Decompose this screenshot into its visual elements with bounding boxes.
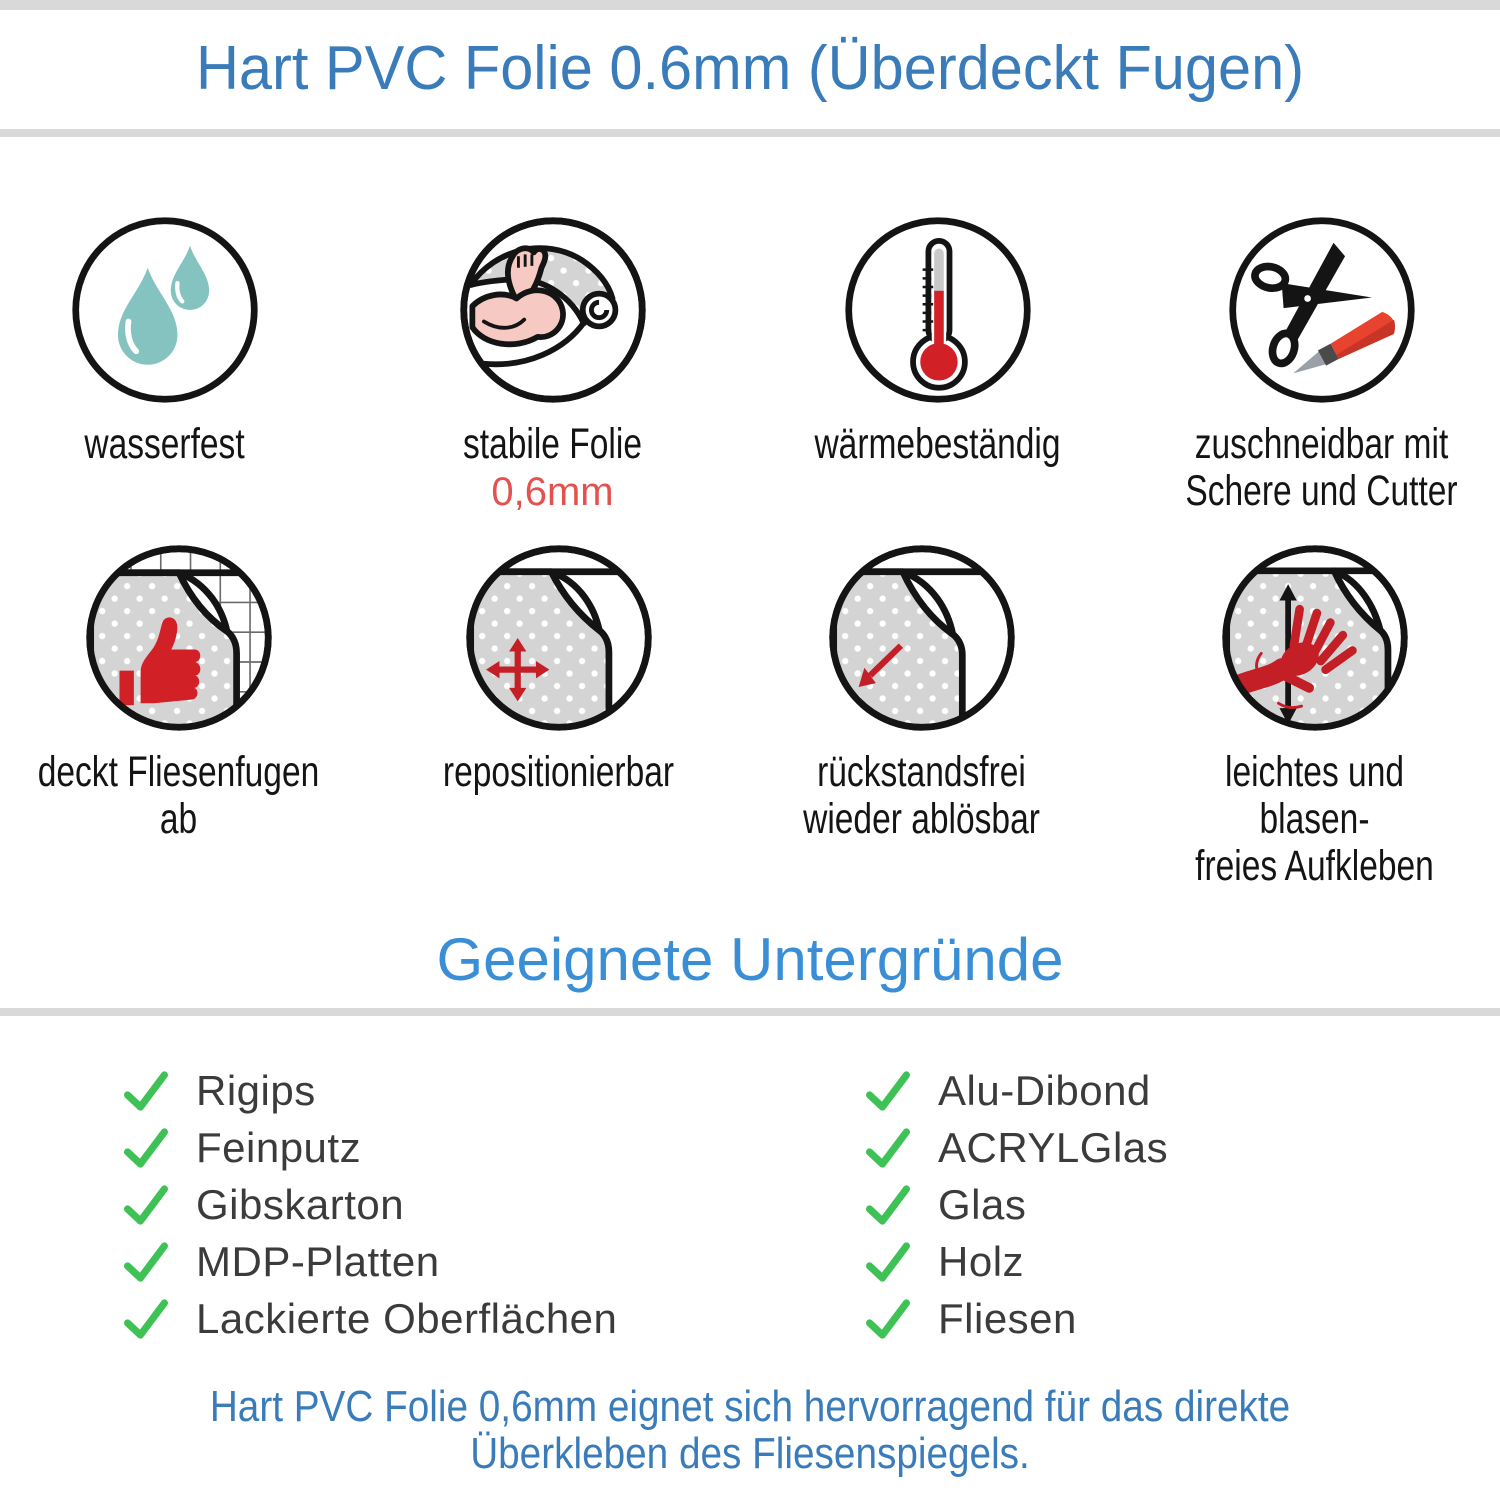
list-item: Alu-Dibond: [864, 1062, 1168, 1119]
feature-label: repositionierbar: [442, 748, 675, 796]
check-icon: [866, 1184, 910, 1225]
check-icon: [866, 1070, 910, 1111]
foil-move-arrows-icon: [465, 545, 652, 731]
list-item: MDP-Platten: [122, 1233, 617, 1290]
check-icon: [866, 1127, 910, 1168]
check-icon: [124, 1298, 168, 1339]
title-divider-bar: [0, 129, 1500, 137]
feature-stabile-folie: stabile Folie 0,6mm: [365, 214, 740, 513]
feature-label: wärmebeständig: [814, 420, 1061, 468]
substrate-label: Lackierte Oberflächen: [196, 1294, 618, 1342]
check-icon: [866, 1241, 910, 1282]
feature-zuschneidbar: zuschneidbar mit Schere und Cutter: [1134, 214, 1500, 515]
list-item: Feinputz: [122, 1119, 617, 1176]
feature-label: leichtes und blasen- freies Aufkleben: [1195, 748, 1434, 890]
scissors-and-cutter-icon: [1228, 217, 1415, 403]
feature-rueckstandsfrei: rückstandsfrei wieder ablösbar: [734, 542, 1109, 843]
feature-waermebestaendig: wärmebeständig: [750, 214, 1125, 468]
check-icon: [124, 1127, 168, 1168]
check-icon: [124, 1070, 168, 1111]
substrate-label: Feinputz: [196, 1123, 362, 1171]
substrate-label: Fliesen: [938, 1294, 1077, 1342]
feature-deckt-fliesenfugen: deckt Fliesenfugen ab: [0, 542, 366, 843]
list-item: ACRYLGlas: [864, 1119, 1168, 1176]
substrate-label: Gibskarton: [196, 1180, 405, 1228]
top-divider-bar: [0, 0, 1500, 10]
substrate-label: Holz: [938, 1237, 1025, 1285]
list-item: Holz: [864, 1233, 1168, 1290]
list-item: Rigips: [122, 1062, 617, 1119]
hand-smoothing-foil-icon: [1221, 545, 1408, 731]
thermometer-icon: [844, 217, 1031, 403]
section-divider-bar: [0, 1008, 1500, 1016]
page-title: Hart PVC Folie 0.6mm (Überdeckt Fugen): [195, 34, 1305, 103]
substrate-label: MDP-Platten: [196, 1237, 440, 1285]
water-drops-icon: [71, 217, 258, 403]
feature-label: deckt Fliesenfugen ab: [37, 748, 320, 843]
foil-peel-arrow-icon: [828, 545, 1015, 731]
substrate-label: Glas: [938, 1180, 1027, 1228]
list-item: Gibskarton: [122, 1176, 617, 1233]
section-title: Geeignete Untergründe: [436, 926, 1064, 993]
substrate-list-right: Alu-Dibond ACRYLGlas Glas Holz Fliesen: [864, 1062, 1168, 1347]
substrate-label: Alu-Dibond: [938, 1066, 1151, 1114]
footer-note: Hart PVC Folie 0,6mm eignet sich hervorr…: [209, 1382, 1291, 1478]
list-item: Lackierte Oberflächen: [122, 1290, 617, 1347]
feature-repositionierbar: repositionierbar: [371, 542, 746, 796]
check-icon: [124, 1184, 168, 1225]
feature-label: wasserfest: [84, 420, 245, 468]
substrate-label: Rigips: [196, 1066, 316, 1114]
feature-wasserfest: wasserfest: [0, 214, 352, 468]
feature-sublabel-thickness: 0,6mm: [491, 470, 614, 514]
feature-leichtes-aufkleben: leichtes und blasen- freies Aufkleben: [1127, 542, 1500, 890]
feature-label: rückstandsfrei wieder ablösbar: [803, 748, 1040, 843]
muscle-arm-foil-roll-icon: [459, 217, 646, 403]
substrate-list-left: Rigips Feinputz Gibskarton MDP-Platten L…: [122, 1062, 617, 1347]
feature-label: zuschneidbar mit Schere und Cutter: [1185, 420, 1458, 515]
list-item: Glas: [864, 1176, 1168, 1233]
feature-label: stabile Folie: [463, 420, 642, 468]
check-icon: [124, 1241, 168, 1282]
thumbs-up-tile-foil-icon: [85, 545, 272, 731]
list-item: Fliesen: [864, 1290, 1168, 1347]
check-icon: [866, 1298, 910, 1339]
substrate-label: ACRYLGlas: [938, 1123, 1169, 1171]
